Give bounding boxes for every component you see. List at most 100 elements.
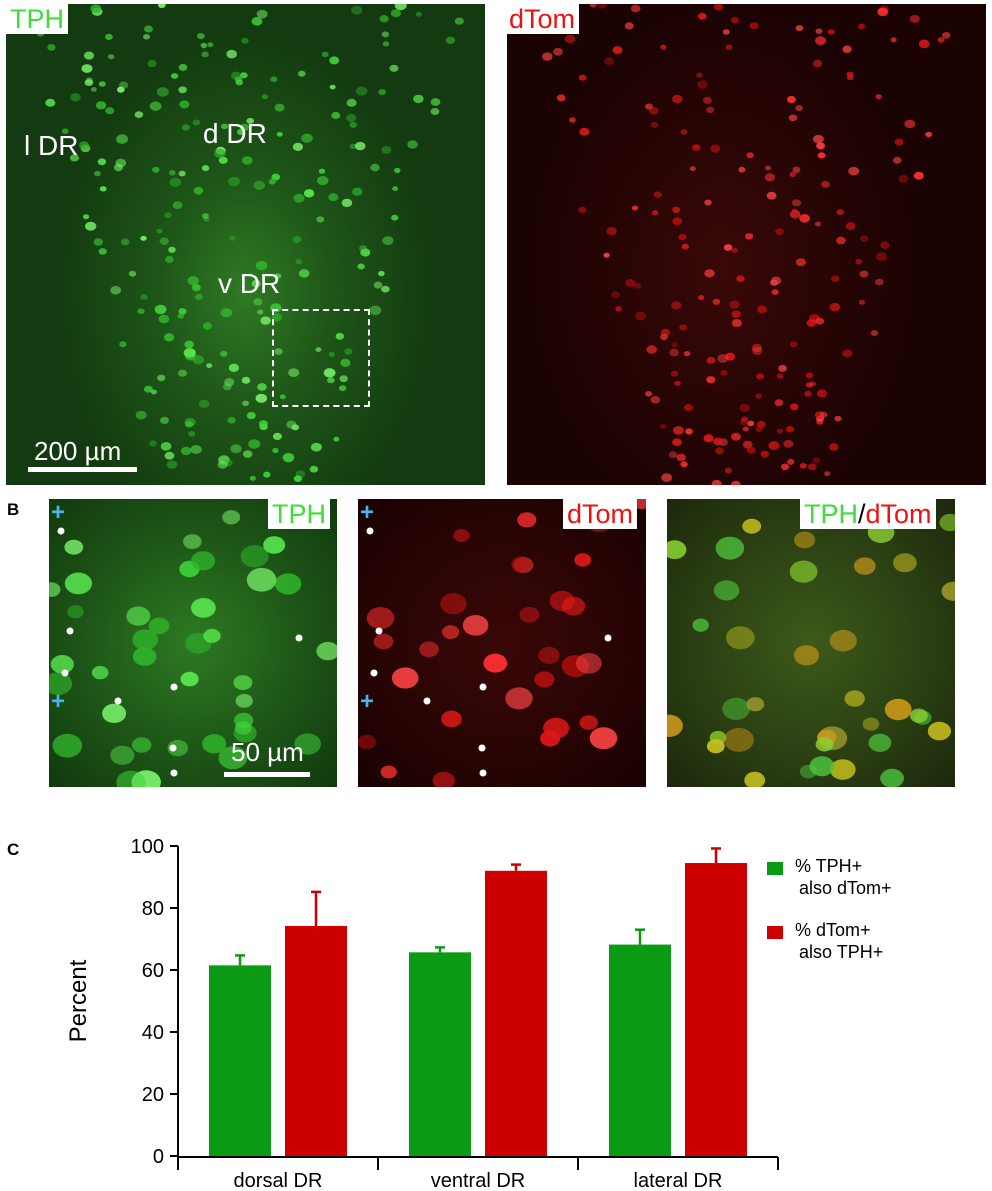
cell	[177, 313, 185, 319]
cell	[739, 403, 750, 413]
cell	[597, 4, 607, 9]
cell	[237, 129, 245, 136]
cell	[757, 305, 767, 314]
cell	[293, 193, 305, 203]
cell	[224, 378, 235, 387]
cell	[775, 228, 784, 236]
scale-bar-b-label: 50 µm	[231, 737, 304, 767]
cell	[713, 437, 723, 446]
cell	[692, 618, 709, 632]
cell	[542, 52, 553, 61]
cell	[710, 144, 721, 153]
panel-a-dtom-label: dTom	[505, 4, 580, 34]
cell	[253, 180, 265, 190]
cell-marker-dot	[170, 683, 178, 691]
cell	[81, 64, 93, 73]
merge-micrograph-b	[667, 499, 955, 787]
merge-label-dtom: dTom	[865, 499, 932, 529]
cell	[134, 111, 144, 118]
cell	[771, 289, 779, 295]
cell	[785, 425, 795, 433]
cell	[419, 641, 439, 658]
dtom-cells-a	[520, 4, 951, 485]
cell	[755, 393, 762, 399]
cell	[263, 536, 286, 554]
cell	[792, 166, 801, 173]
cell	[230, 71, 241, 80]
cell	[407, 140, 418, 149]
cell	[462, 615, 489, 636]
cell	[660, 44, 667, 50]
cell	[776, 428, 783, 434]
cell	[156, 87, 169, 97]
cell	[815, 737, 834, 752]
cell	[805, 372, 814, 379]
cell	[52, 733, 83, 758]
cell	[787, 458, 795, 465]
cell	[813, 134, 824, 144]
cell	[667, 540, 687, 560]
cell	[890, 37, 897, 43]
cell	[301, 133, 313, 143]
panel-letter-c: C	[7, 840, 20, 859]
cell	[786, 95, 796, 104]
cell	[519, 606, 540, 623]
cell	[817, 389, 827, 398]
cell-marker-dot	[375, 627, 383, 635]
cell	[98, 81, 106, 87]
cell-marker-dot	[479, 683, 487, 691]
cell	[676, 453, 686, 462]
cell	[848, 166, 860, 176]
cell	[249, 475, 256, 481]
cell	[715, 447, 724, 455]
cell	[140, 235, 147, 241]
cell	[251, 279, 261, 288]
cell	[360, 248, 371, 257]
cell	[731, 310, 741, 318]
cell	[722, 697, 750, 720]
cell	[765, 165, 772, 171]
cell	[807, 463, 817, 471]
cell	[217, 460, 228, 469]
cell	[107, 54, 115, 60]
cell	[745, 233, 754, 240]
cell	[681, 243, 689, 250]
cell	[140, 294, 148, 300]
cell	[119, 341, 127, 348]
cell	[788, 114, 798, 122]
cell	[893, 553, 917, 573]
cell	[83, 51, 95, 60]
cell	[317, 176, 329, 186]
cell	[706, 376, 716, 384]
cell	[344, 348, 353, 355]
cell	[752, 347, 763, 355]
cell	[159, 237, 169, 245]
bar	[285, 925, 347, 1156]
cell	[860, 235, 869, 243]
cell	[382, 41, 390, 47]
cell	[877, 7, 889, 17]
cell	[64, 572, 92, 595]
cell	[381, 285, 390, 293]
cell	[661, 473, 673, 482]
cell	[706, 356, 716, 364]
cell	[157, 374, 166, 382]
cell	[812, 457, 821, 464]
cell	[764, 173, 775, 182]
cell	[349, 121, 358, 128]
cell	[292, 235, 302, 244]
cell	[178, 170, 186, 177]
cell	[913, 171, 924, 180]
cell	[569, 117, 576, 123]
cell	[179, 100, 190, 109]
cell	[858, 299, 866, 305]
cell	[184, 340, 194, 349]
cell	[150, 389, 157, 395]
cell	[185, 421, 194, 428]
cell	[276, 131, 283, 137]
cell	[203, 628, 221, 643]
cell	[227, 417, 236, 424]
cell	[148, 617, 170, 635]
cell	[253, 298, 263, 306]
cell	[698, 12, 707, 20]
